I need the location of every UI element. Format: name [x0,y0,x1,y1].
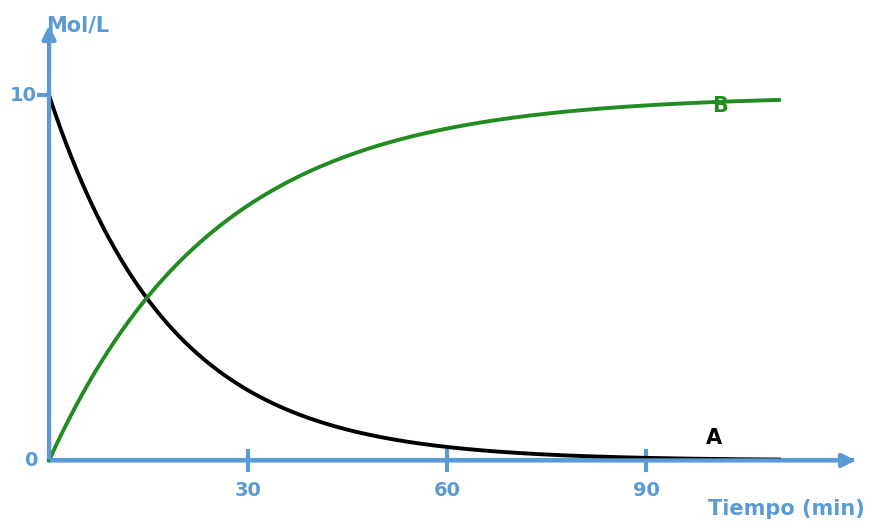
Text: B: B [712,96,729,116]
Text: 60: 60 [434,481,461,499]
Text: A: A [706,428,722,448]
Text: 0: 0 [24,451,37,470]
Text: 90: 90 [632,481,660,499]
Text: Tiempo (min): Tiempo (min) [709,499,865,519]
Text: 10: 10 [11,86,37,105]
Text: 30: 30 [235,481,262,499]
Text: Mol/L: Mol/L [46,15,109,35]
